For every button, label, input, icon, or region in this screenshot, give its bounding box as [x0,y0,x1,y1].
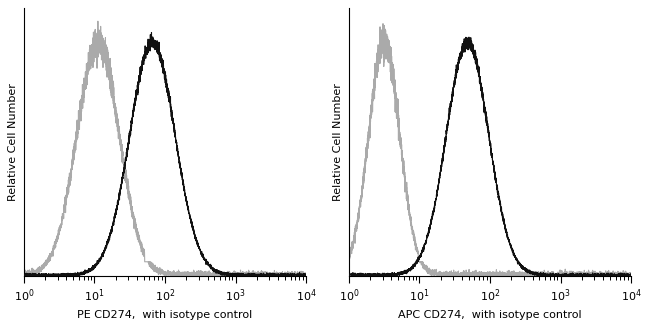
X-axis label: PE CD274,  with isotype control: PE CD274, with isotype control [77,310,253,320]
Y-axis label: Relative Cell Number: Relative Cell Number [8,83,18,201]
Y-axis label: Relative Cell Number: Relative Cell Number [333,83,343,201]
X-axis label: APC CD274,  with isotype control: APC CD274, with isotype control [398,310,582,320]
